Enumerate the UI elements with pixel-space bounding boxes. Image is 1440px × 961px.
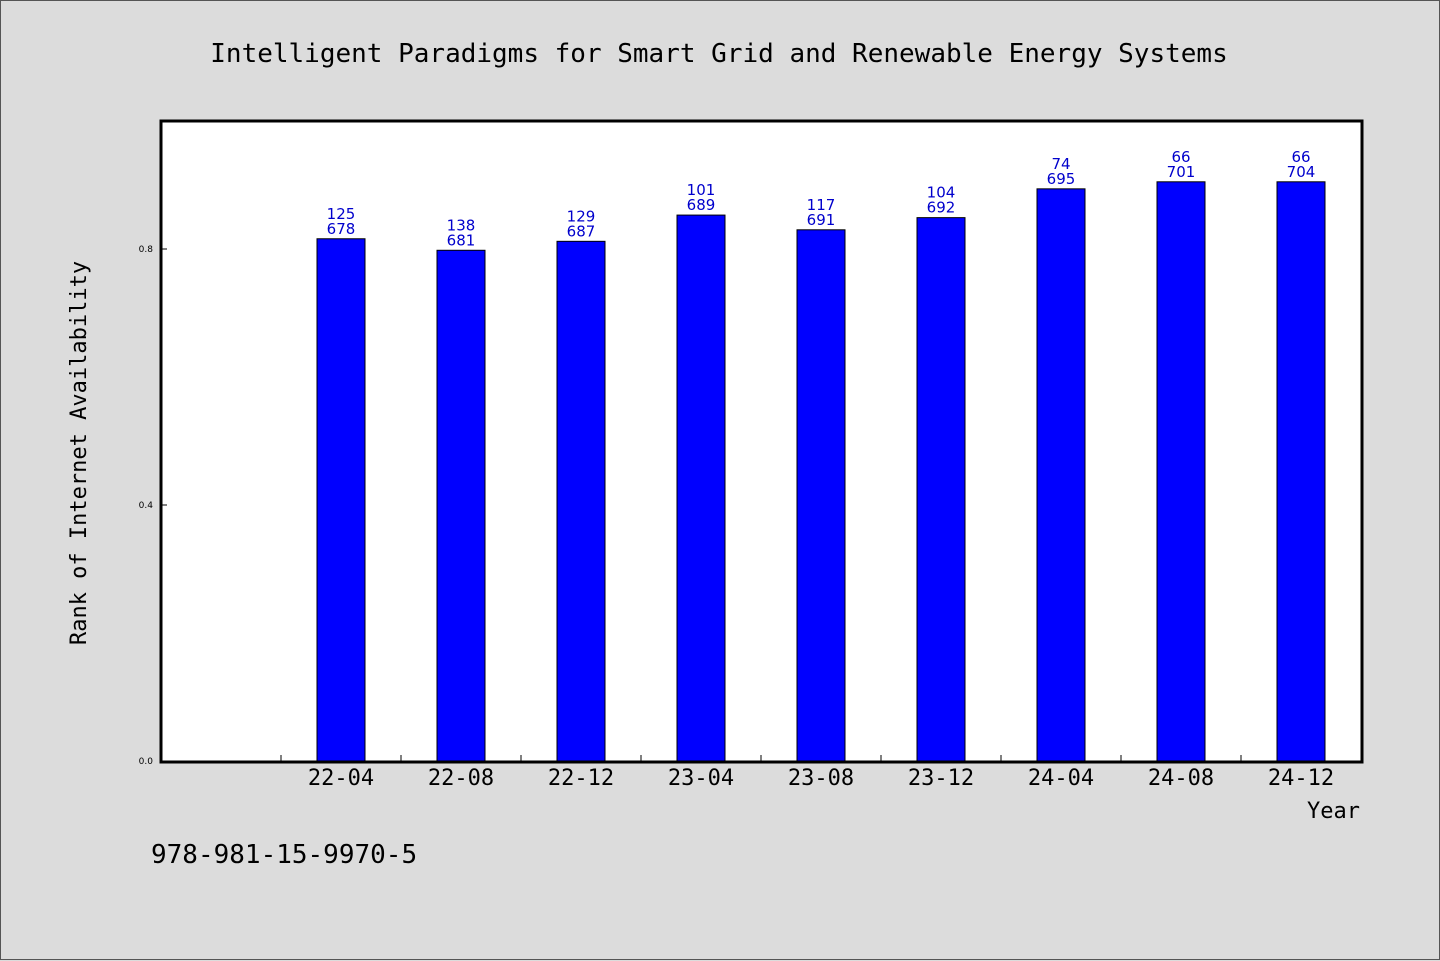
bar-total-label: 678 <box>327 220 356 238</box>
bar-total-label: 695 <box>1047 170 1076 188</box>
x-axis: 22-04 22-08 22-12 23-04 23-08 23-12 24-04 24-08… <box>280 755 1362 791</box>
bar <box>316 238 366 762</box>
bar-rank-label: 117 <box>807 196 836 214</box>
bar-rank-label: 129 <box>567 207 596 225</box>
bar <box>556 240 606 762</box>
bar-rank-label: 74 <box>1051 155 1070 173</box>
bar <box>436 249 486 762</box>
bar-total-label: 701 <box>1167 163 1196 181</box>
x-tick-label: 24-08 <box>1148 766 1214 791</box>
bar <box>1156 181 1206 762</box>
x-axis-label: Year <box>1307 799 1360 824</box>
bars-group <box>316 181 1326 762</box>
bar-total-label: 681 <box>447 231 476 249</box>
bar <box>1036 188 1086 762</box>
x-tick-label: 22-12 <box>548 766 614 791</box>
bar-rank-label: 104 <box>927 184 956 202</box>
bar <box>1276 181 1326 762</box>
y-tick-label: 0.0 <box>139 757 154 767</box>
bar <box>916 217 966 762</box>
x-tick-label: 24-12 <box>1268 766 1334 791</box>
y-tick-label: 0.4 <box>139 501 154 511</box>
bar-total-label: 687 <box>567 222 596 240</box>
isbn-text: 978-981-15-9970-5 <box>151 840 417 870</box>
x-tick-label: 22-04 <box>308 766 374 791</box>
x-tick-label: 22-08 <box>428 766 494 791</box>
bar-rank-label: 66 <box>1291 148 1310 166</box>
bar-rank-label: 66 <box>1171 148 1190 166</box>
x-tick-label: 23-08 <box>788 766 854 791</box>
y-tick-label: 0.8 <box>139 245 154 255</box>
x-tick-label: 23-04 <box>668 766 734 791</box>
bar-total-label: 691 <box>807 211 836 229</box>
y-axis-label: Rank of Internet Availability <box>67 261 92 645</box>
bar-rank-label: 138 <box>447 216 476 234</box>
bar <box>796 229 846 762</box>
bar <box>676 214 726 762</box>
chart-title: Intelligent Paradigms for Smart Grid and… <box>210 39 1227 69</box>
y-axis: 0.0 0.4 0.8 <box>139 245 167 767</box>
bar-total-label: 689 <box>687 196 716 214</box>
bar-rank-label: 101 <box>687 181 716 199</box>
bar-total-label: 692 <box>927 199 956 217</box>
bar-rank-label: 125 <box>327 205 356 223</box>
x-tick-label: 23-12 <box>908 766 974 791</box>
x-tick-label: 24-04 <box>1028 766 1094 791</box>
bar-total-label: 704 <box>1287 163 1316 181</box>
